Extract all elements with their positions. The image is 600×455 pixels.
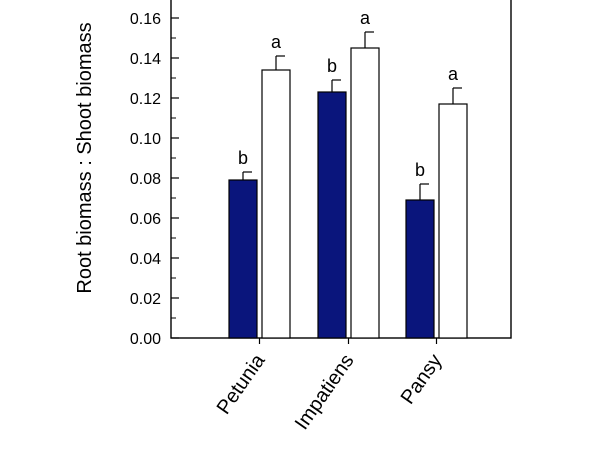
significance-label: a bbox=[448, 64, 459, 84]
y-tick-label: 0.02 bbox=[130, 291, 161, 308]
x-category-label: Pansy bbox=[397, 350, 447, 408]
significance-label: b bbox=[415, 160, 425, 180]
significance-label: b bbox=[238, 148, 248, 168]
x-axis: Petunia Impatiens Pansy bbox=[213, 338, 447, 434]
y-tick-label: 0.00 bbox=[130, 331, 161, 348]
y-tick-label: 0.14 bbox=[130, 51, 161, 68]
bars: b a b a b a bbox=[228, 8, 468, 339]
bar bbox=[405, 199, 435, 339]
y-tick-label: 0.16 bbox=[130, 11, 161, 28]
y-tick-label: 0.06 bbox=[130, 211, 161, 228]
bar bbox=[350, 47, 380, 339]
y-tick-label: 0.10 bbox=[130, 131, 161, 148]
significance-label: a bbox=[360, 8, 371, 28]
x-category-label: Impatiens bbox=[291, 350, 359, 434]
x-category-label: Petunia bbox=[213, 350, 270, 419]
y-tick-label: 0.12 bbox=[130, 91, 161, 108]
significance-label: b bbox=[327, 56, 337, 76]
significance-label: a bbox=[271, 32, 282, 52]
y-tick-label: 0.04 bbox=[130, 251, 161, 268]
bar bbox=[228, 179, 258, 339]
y-tick-label: 0.08 bbox=[130, 171, 161, 188]
bar bbox=[317, 91, 347, 339]
y-axis-title: Root biomass : Shoot biomass bbox=[74, 22, 96, 293]
bar bbox=[261, 69, 291, 339]
y-axis: 0.00 0.02 0.04 0.06 0.08 0.10 0.12 0.14 0.16 bbox=[130, 11, 179, 348]
bar bbox=[438, 103, 468, 339]
